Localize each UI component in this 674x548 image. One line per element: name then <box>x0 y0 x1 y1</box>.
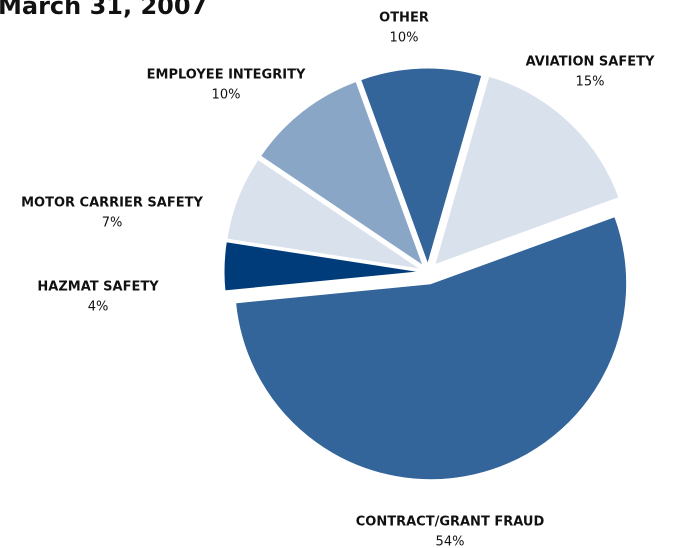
pie-slice <box>360 67 483 266</box>
slice-label: CONTRACT/GRANT FRAUD <box>356 515 545 530</box>
pie-slice <box>434 75 620 266</box>
slice-value: 15% <box>576 75 605 90</box>
pie-slice <box>235 216 628 481</box>
slice-label: MOTOR CARRIER SAFETY <box>21 196 203 211</box>
pie-slice <box>259 80 425 267</box>
slice-value: 4% <box>88 300 109 315</box>
slice-label: EMPLOYEE INTEGRITY <box>147 68 306 83</box>
slice-label: OTHER <box>379 11 429 26</box>
pie-slice <box>226 158 421 270</box>
slice-value: 10% <box>390 31 419 46</box>
slice-value: 10% <box>212 88 241 103</box>
slice-value: 7% <box>102 216 123 231</box>
slice-value: 54% <box>436 535 465 548</box>
slice-label: AVIATION SAFETY <box>526 55 655 70</box>
slice-label: HAZMAT SAFETY <box>37 280 159 295</box>
pie-slice <box>223 241 421 292</box>
chart-title: March 31, 2007 <box>0 0 207 20</box>
